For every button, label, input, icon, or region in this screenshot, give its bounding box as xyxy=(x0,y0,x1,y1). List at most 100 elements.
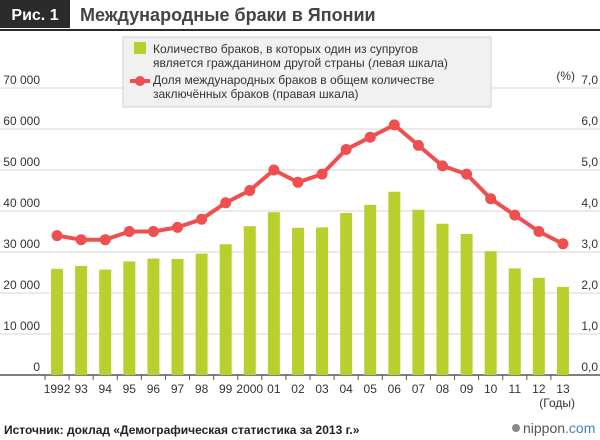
bar xyxy=(99,269,112,375)
left-axis: 0 10 000 20 000 30 000 40 000 50 000 60 000 70 … xyxy=(3,73,40,374)
legend: Количество браков, в которых один из суп… xyxy=(122,36,492,108)
line-point xyxy=(509,209,521,221)
brand-prefix: nippon xyxy=(523,420,565,436)
line-point xyxy=(99,234,111,246)
bar xyxy=(388,191,401,375)
right-axis-unit: (%) xyxy=(556,69,575,83)
brand-logo: nippon.com xyxy=(512,420,595,436)
source-note: Источник: доклад «Демографическая статис… xyxy=(4,423,360,437)
x-tick-label: 03 xyxy=(315,382,329,396)
left-tick-label: 60 000 xyxy=(3,114,40,128)
x-tick-label: 98 xyxy=(195,382,209,396)
legend-bar-swatch xyxy=(134,42,146,54)
chart-title: Международные браки в Японии xyxy=(80,5,376,25)
line-point xyxy=(485,193,497,205)
right-axis: 0,0 1,0 2,0 3,0 4,0 5,0 6,0 7,0 xyxy=(581,73,598,374)
left-tick-label: 50 000 xyxy=(3,155,40,169)
bar xyxy=(147,258,160,375)
legend-bar-label-1: Количество браков, в которых один из суп… xyxy=(153,42,418,56)
left-tick-label: 10 000 xyxy=(3,319,40,333)
x-tick-label: 04 xyxy=(339,382,353,396)
right-tick-label: 3,0 xyxy=(581,237,598,251)
bar xyxy=(532,277,545,375)
line-point xyxy=(292,176,304,188)
right-tick-label: 7,0 xyxy=(581,73,598,87)
bar xyxy=(484,251,497,375)
x-tick-label: 10 xyxy=(484,382,498,396)
x-tick-label: 1992 xyxy=(44,382,71,396)
line-point xyxy=(268,164,280,176)
line-point xyxy=(533,226,545,237)
figure-badge: Рис. 1 xyxy=(11,7,58,24)
right-tick-label: 6,0 xyxy=(581,114,598,128)
legend-bar-label-2: является гражданином другой страны (лева… xyxy=(153,56,448,70)
left-tick-label: 70 000 xyxy=(3,73,40,87)
line-point xyxy=(172,221,183,233)
bar xyxy=(556,286,569,375)
bar xyxy=(195,253,208,375)
line-point xyxy=(412,139,424,151)
line-point xyxy=(220,197,232,209)
line-point xyxy=(75,234,87,246)
line-point xyxy=(196,213,208,225)
x-tick-label: 94 xyxy=(99,382,113,396)
legend-box xyxy=(122,36,492,108)
bar-series xyxy=(51,191,569,375)
x-axis-unit: (Годы) xyxy=(539,396,575,410)
right-tick-label: 5,0 xyxy=(581,155,598,169)
x-tick-label: 12 xyxy=(532,382,546,396)
line-point xyxy=(340,144,352,155)
series-line xyxy=(56,122,564,246)
bar xyxy=(316,227,329,375)
legend-line-label-2: заключённых браков (правая шкала) xyxy=(153,87,359,101)
x-tick-label: 02 xyxy=(291,382,305,396)
line-point xyxy=(316,168,328,180)
bar xyxy=(412,209,425,375)
line-point xyxy=(364,131,376,143)
brand-dot-icon xyxy=(512,424,520,432)
bar xyxy=(340,213,353,375)
x-tick-label: 01 xyxy=(267,382,281,396)
line-point xyxy=(461,168,473,180)
bar xyxy=(508,268,521,375)
line-point xyxy=(123,226,135,237)
line-point xyxy=(244,185,256,196)
x-axis: 1992 93 94 95 96 97 98 99 2000 01 02 03 04 05 06 07 08 09… xyxy=(44,375,570,396)
line-point xyxy=(147,226,159,237)
line-point xyxy=(388,119,400,131)
legend-line-label-1: Доля международных браков в общем количе… xyxy=(153,73,435,87)
bar xyxy=(460,233,473,375)
x-tick-label: 99 xyxy=(219,382,233,396)
x-tick-label: 96 xyxy=(147,382,161,396)
x-tick-label: 09 xyxy=(460,382,474,396)
brand-logo-text: nippon.com xyxy=(523,420,595,436)
line-series xyxy=(51,119,569,250)
x-tick-label: 13 xyxy=(556,382,570,396)
x-tick-label: 06 xyxy=(388,382,402,396)
left-tick-label: 0 xyxy=(33,360,40,374)
x-tick-label: 97 xyxy=(171,382,185,396)
x-tick-label: 95 xyxy=(123,382,137,396)
right-tick-label: 0,0 xyxy=(581,360,598,374)
bar xyxy=(436,223,449,375)
bar xyxy=(51,268,64,375)
left-tick-label: 30 000 xyxy=(3,237,40,251)
line-point xyxy=(437,160,448,172)
bar xyxy=(123,261,136,375)
right-tick-label: 2,0 xyxy=(581,278,598,292)
bar xyxy=(219,244,232,375)
bar xyxy=(291,227,304,375)
x-tick-label: 2000 xyxy=(236,382,263,396)
x-tick-label: 07 xyxy=(412,382,426,396)
bar xyxy=(364,204,377,375)
figure-badge-bg xyxy=(0,0,70,28)
bar xyxy=(171,258,184,375)
line-point xyxy=(51,230,63,242)
bar xyxy=(243,226,256,375)
right-tick-label: 1,0 xyxy=(581,319,598,333)
left-tick-label: 40 000 xyxy=(3,196,40,210)
left-tick-label: 20 000 xyxy=(3,278,40,292)
right-tick-label: 4,0 xyxy=(581,196,598,210)
